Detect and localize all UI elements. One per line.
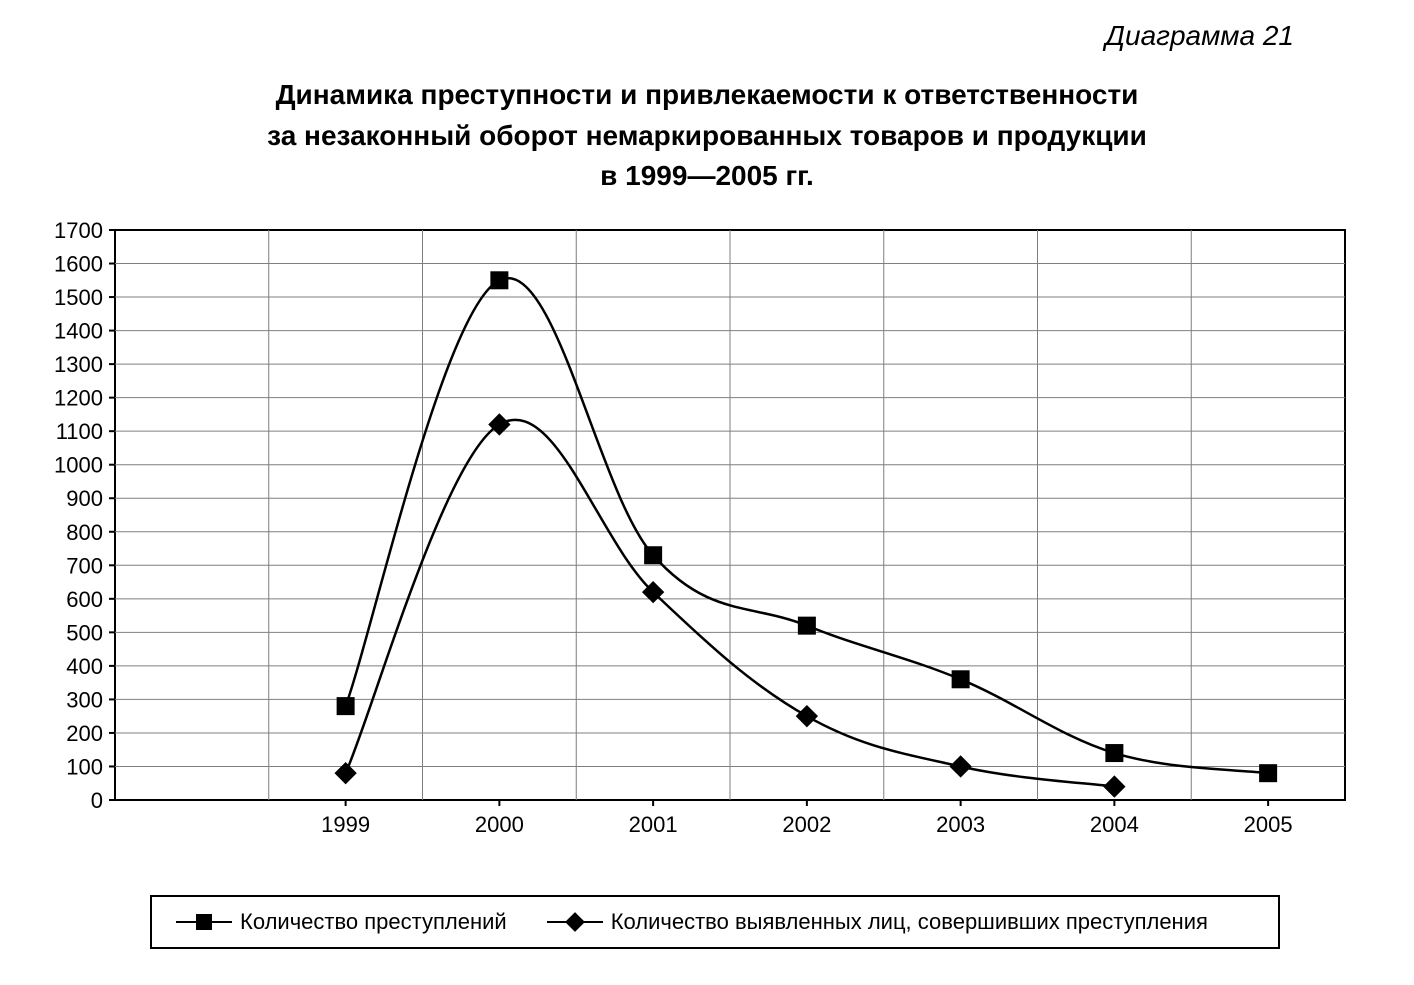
page: Диаграмма 21 Динамика преступности и при… <box>0 0 1414 985</box>
svg-text:700: 700 <box>66 553 103 578</box>
svg-text:2005: 2005 <box>1244 812 1293 837</box>
legend: Количество преступлений Количество выявл… <box>150 895 1280 949</box>
chart-title-line-2: за незаконный оборот немаркированных тов… <box>267 120 1147 151</box>
svg-text:1100: 1100 <box>56 419 103 444</box>
svg-text:0: 0 <box>91 788 103 813</box>
figure-caption: Диаграмма 21 <box>1105 20 1294 52</box>
svg-text:400: 400 <box>66 654 103 679</box>
svg-text:1600: 1600 <box>54 252 103 277</box>
legend-label: Количество преступлений <box>240 909 507 935</box>
diamond-marker-icon <box>547 912 603 932</box>
svg-text:300: 300 <box>66 687 103 712</box>
svg-text:600: 600 <box>66 587 103 612</box>
chart-title: Динамика преступности и привлекаемости к… <box>0 75 1414 197</box>
chart-title-line-1: Динамика преступности и привлекаемости к… <box>276 79 1139 110</box>
svg-text:900: 900 <box>66 486 103 511</box>
svg-text:2001: 2001 <box>629 812 678 837</box>
svg-text:500: 500 <box>66 620 103 645</box>
square-marker-icon <box>176 912 232 932</box>
chart-svg: 0 100 200 300 400 500 600 700 800 900 1000 1100 1200… <box>45 220 1355 860</box>
svg-text:1300: 1300 <box>54 352 103 377</box>
svg-text:1500: 1500 <box>54 285 103 310</box>
chart: 0 100 200 300 400 500 600 700 800 900 1000 1100 1200… <box>45 220 1355 860</box>
svg-text:100: 100 <box>66 754 103 779</box>
svg-text:2000: 2000 <box>475 812 524 837</box>
svg-text:1700: 1700 <box>54 220 103 243</box>
svg-text:2002: 2002 <box>782 812 831 837</box>
svg-text:2003: 2003 <box>936 812 985 837</box>
svg-text:1000: 1000 <box>54 453 103 478</box>
svg-text:800: 800 <box>66 520 103 545</box>
svg-text:1999: 1999 <box>321 812 370 837</box>
chart-title-line-3: в 1999—2005 гг. <box>600 160 814 191</box>
legend-item-crimes: Количество преступлений <box>176 909 507 935</box>
svg-text:1400: 1400 <box>54 319 103 344</box>
svg-text:2004: 2004 <box>1090 812 1139 837</box>
legend-item-persons: Количество выявленных лиц, совершивших п… <box>547 909 1208 935</box>
svg-text:1200: 1200 <box>54 386 103 411</box>
svg-text:200: 200 <box>66 721 103 746</box>
legend-label: Количество выявленных лиц, совершивших п… <box>611 909 1208 935</box>
